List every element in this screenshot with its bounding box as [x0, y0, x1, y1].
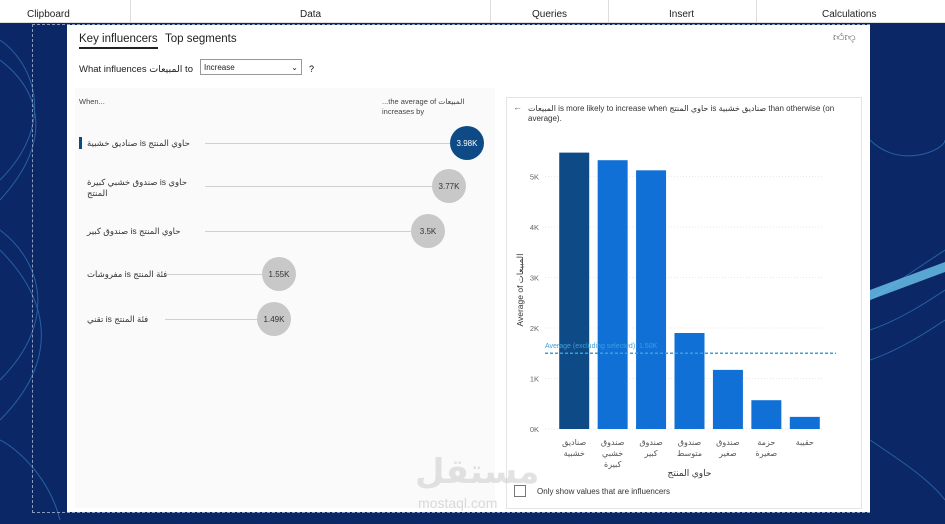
ribbon-group: Queries: [532, 9, 568, 20]
connector: [205, 186, 432, 187]
y-tick-label: 4K: [530, 223, 539, 232]
y-tick-label: 0K: [530, 425, 539, 434]
y-tick-label: 5K: [530, 172, 539, 181]
x-tick-label: صندوق خشبي كبيرة: [600, 438, 625, 469]
ribbon-group: Clipboard: [27, 9, 70, 20]
ribbon-group: Calculations: [822, 9, 877, 20]
influencer-label: صناديق خشبية is حاوي المنتج: [87, 138, 190, 148]
thumbs-icons[interactable]: 👍︎👎︎: [833, 32, 856, 44]
x-tick-label: صندوق متوسط: [676, 438, 703, 458]
chevron: ⌄: [291, 63, 298, 72]
divider: [130, 0, 131, 22]
divider: [490, 0, 491, 22]
bubble[interactable]: 3.77K: [432, 169, 466, 203]
list-header: ...the average of المبيعات increases by: [382, 97, 465, 116]
bar: [789, 416, 820, 429]
connector: [165, 319, 257, 320]
divider: [608, 0, 609, 22]
bubble[interactable]: 3.5K: [411, 214, 445, 248]
connector: [165, 274, 262, 275]
bar: [674, 333, 705, 429]
connector: [205, 143, 450, 144]
x-axis-label: حاوي المنتج: [668, 468, 712, 478]
dropdown[interactable]: Increase ⌄: [200, 59, 302, 75]
x-tick-label: صندوق صغير: [716, 438, 740, 458]
bubble[interactable]: 1.55K: [262, 257, 296, 291]
y-axis-label: Average of المبيعات: [515, 253, 525, 326]
divider: [756, 0, 757, 22]
bar: [597, 160, 628, 429]
bar: [751, 400, 782, 429]
ribbon: [0, 0, 945, 23]
ribbon-group: Insert: [669, 9, 695, 20]
x-tick-label: صناديق خشبية: [562, 438, 587, 458]
bubble[interactable]: 3.98K: [450, 126, 484, 160]
y-tick-label: 1K: [530, 374, 539, 383]
checkbox-label: Only show values that are influencers: [537, 487, 670, 496]
dropdown-value: Increase: [204, 63, 235, 72]
y-tick-label: 2K: [530, 324, 539, 333]
connector: [205, 231, 411, 232]
influencer-label: صندوق خشبي كبيرة is حاوي المنتج: [87, 177, 187, 198]
back-arrow[interactable]: ←: [513, 102, 522, 112]
question: What influences المبيعات to: [79, 64, 193, 75]
list-header: When...: [79, 97, 105, 106]
selection-marker: [79, 137, 82, 149]
bubble[interactable]: 1.49K: [257, 302, 291, 336]
x-tick-label: حقيبة: [795, 438, 814, 447]
ribbon-group: Data: [300, 9, 322, 20]
watermark-site: mostaql.com: [418, 495, 498, 511]
help[interactable]: ?: [309, 64, 315, 74]
tab[interactable]: Top segments: [165, 33, 237, 45]
checkbox[interactable]: [514, 485, 526, 497]
x-tick-label: حزمة صغيرة: [755, 438, 778, 458]
detail-header: المبيعات is more likely to increase when…: [528, 104, 835, 123]
y-tick-label: 3K: [530, 273, 539, 282]
influencer-label: صندوق كبير is حاوي المنتج: [87, 226, 181, 236]
influencer-label: تقني is فئة المنتج: [87, 314, 149, 324]
bar: [636, 170, 667, 429]
tab[interactable]: Key influencers: [79, 33, 158, 49]
watermark-logo: مستقل: [415, 453, 540, 491]
list-bg: [75, 88, 495, 508]
influencer-label: مفروشات is فئة المنتج: [87, 269, 168, 279]
bar: [712, 369, 743, 429]
bar: [559, 152, 590, 430]
x-tick-label: صندوق كبير: [639, 438, 663, 458]
reference-label: Average (excluding selected): 1.50K: [545, 343, 658, 350]
